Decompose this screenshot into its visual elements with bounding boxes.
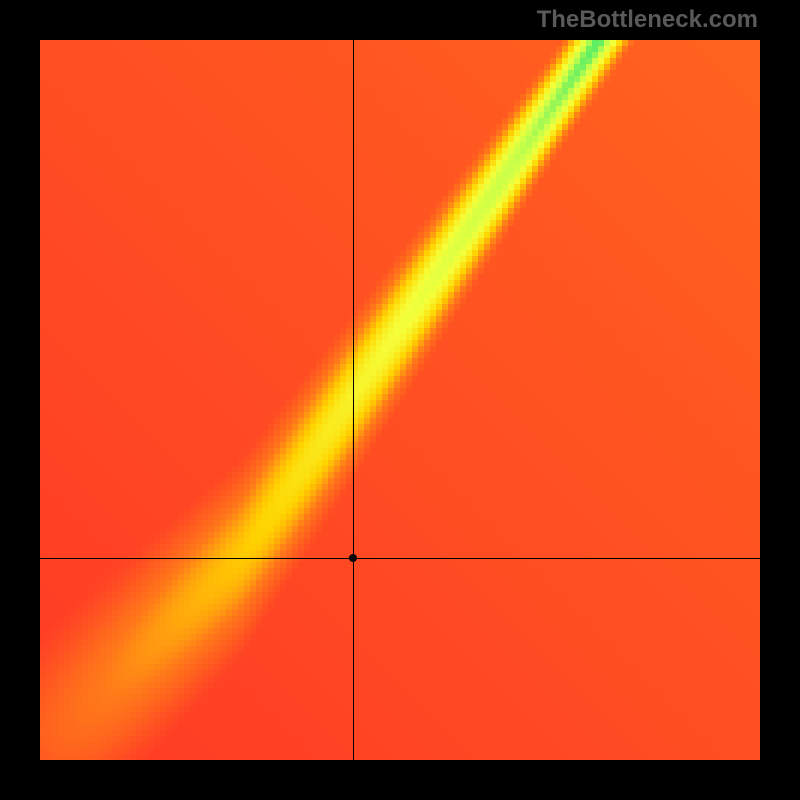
crosshair-vertical xyxy=(353,40,354,760)
bottleneck-heatmap xyxy=(40,40,760,760)
crosshair-horizontal xyxy=(40,558,760,559)
chart-container: TheBottleneck.com xyxy=(0,0,800,800)
watermark-text: TheBottleneck.com xyxy=(537,6,758,34)
